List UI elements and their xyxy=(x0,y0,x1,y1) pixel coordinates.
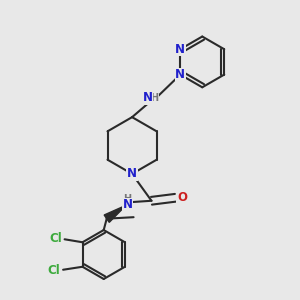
Text: N: N xyxy=(175,68,185,81)
Text: H: H xyxy=(124,194,132,204)
Text: Cl: Cl xyxy=(49,232,62,245)
Text: O: O xyxy=(177,191,187,204)
Text: Cl: Cl xyxy=(48,264,61,277)
Polygon shape xyxy=(104,205,126,222)
Text: N: N xyxy=(175,43,185,56)
Text: N: N xyxy=(142,91,153,104)
Text: N: N xyxy=(127,167,137,180)
Text: N: N xyxy=(123,198,133,211)
Text: H: H xyxy=(150,93,158,103)
